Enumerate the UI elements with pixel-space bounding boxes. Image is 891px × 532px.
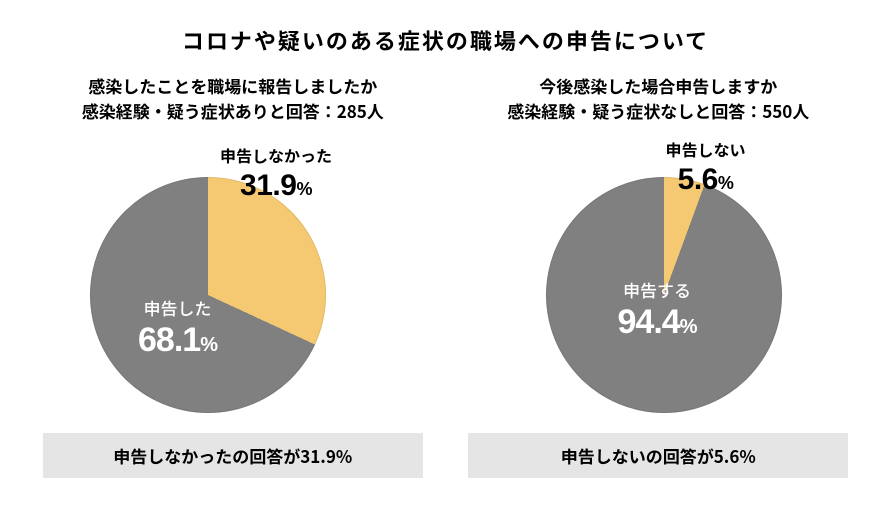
left-inside-value: 68.1% bbox=[138, 319, 217, 362]
percent-sign-icon: % bbox=[200, 334, 217, 356]
panels-row: 感染したことを職場に報告しましたか 感染経験・疑う症状ありと回答：285人 申告… bbox=[30, 74, 861, 478]
percent-sign-icon: % bbox=[296, 179, 312, 199]
right-inside-name: 申告する bbox=[618, 279, 697, 300]
left-inside-name: 申告した bbox=[138, 297, 217, 318]
left-callout-number: 31.9 bbox=[240, 169, 296, 202]
percent-sign-icon: % bbox=[680, 316, 697, 338]
left-callout-value: 31.9% bbox=[240, 169, 312, 202]
left-subtitle-line1: 感染したことを職場に報告しましたか bbox=[88, 73, 377, 98]
left-subtitle-line2: 感染経験・疑う症状ありと回答：285人 bbox=[82, 98, 384, 123]
right-chart-zone: 申告しない 5.6% 申告する 94.4% bbox=[456, 129, 862, 429]
right-inside-value: 94.4% bbox=[618, 301, 697, 344]
left-inside-number: 68.1 bbox=[138, 321, 200, 359]
left-callout: 申告しなかった 31.9% bbox=[220, 145, 332, 205]
percent-sign-icon: % bbox=[718, 173, 734, 193]
left-chart-zone: 申告しなかった 31.9% 申告した 68.1% bbox=[30, 129, 436, 429]
left-inside-label: 申告した 68.1% bbox=[138, 297, 217, 361]
left-caption: 申告しなかったの回答が31.9% bbox=[43, 433, 423, 478]
infographic-root: コロナや疑いのある症状の職場への申告について 感染したことを職場に報告しましたか… bbox=[0, 0, 891, 532]
right-panel: 今後感染した場合申告しますか 感染経験・疑う症状なしと回答：550人 申告しない… bbox=[456, 74, 862, 478]
main-title: コロナや疑いのある症状の職場への申告について bbox=[182, 24, 709, 56]
right-callout-number: 5.6 bbox=[678, 163, 718, 196]
left-subtitle: 感染したことを職場に報告しましたか 感染経験・疑う症状ありと回答：285人 bbox=[82, 74, 384, 123]
left-callout-text: 申告しなかった bbox=[220, 143, 332, 167]
right-callout-text: 申告しない bbox=[666, 137, 746, 161]
right-subtitle: 今後感染した場合申告しますか 感染経験・疑う症状なしと回答：550人 bbox=[507, 74, 809, 123]
right-caption: 申告しないの回答が5.6% bbox=[468, 433, 848, 478]
right-callout-value: 5.6% bbox=[678, 163, 734, 196]
right-inside-number: 94.4 bbox=[618, 303, 680, 341]
right-callout: 申告しない 5.6% bbox=[666, 139, 746, 199]
right-subtitle-line2: 感染経験・疑う症状なしと回答：550人 bbox=[507, 98, 809, 123]
left-panel: 感染したことを職場に報告しましたか 感染経験・疑う症状ありと回答：285人 申告… bbox=[30, 74, 436, 478]
right-subtitle-line1: 今後感染した場合申告しますか bbox=[539, 73, 777, 98]
right-inside-label: 申告する 94.4% bbox=[618, 279, 697, 343]
